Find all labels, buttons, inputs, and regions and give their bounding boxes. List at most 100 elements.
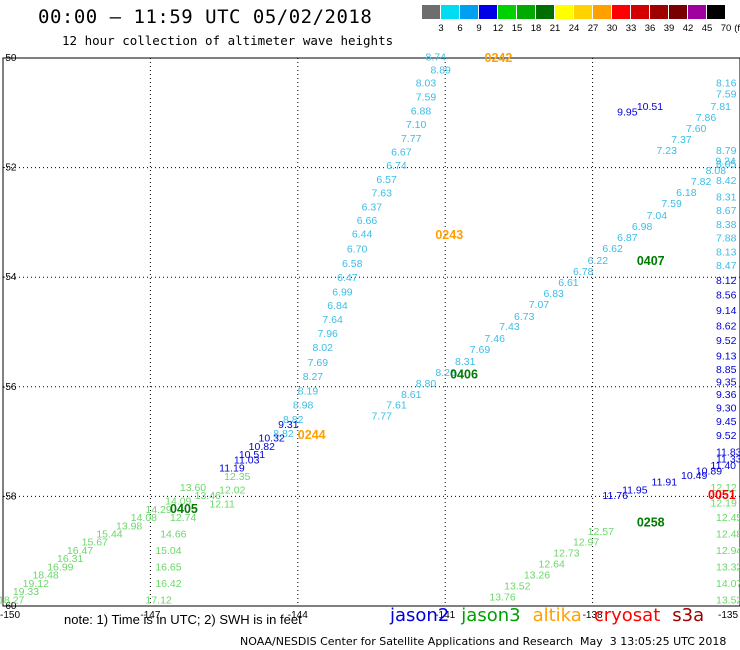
wave-height-value: 14.07 (716, 578, 740, 590)
wave-height-value: 11.33 (716, 453, 740, 465)
color-swatch-label: 27 (587, 23, 599, 34)
wave-height-value: 6.22 (588, 255, 609, 267)
grid-lines (3, 58, 740, 606)
wave-height-points: 8.748.898.037.596.887.107.776.676.746.57… (0, 52, 740, 607)
wave-height-value: 11.40 (711, 460, 737, 472)
wave-height-value: 12.19 (711, 497, 737, 509)
wave-height-value: 10.89 (696, 465, 722, 477)
color-swatch-label: 24 (568, 23, 580, 34)
pass-time-label: 0051 (708, 488, 736, 502)
wave-height-value: 6.74 (386, 160, 407, 172)
color-swatch (479, 5, 497, 19)
wave-height-value: 8.31 (455, 356, 476, 368)
legend-s3a: s3a (672, 605, 705, 626)
wave-height-value: 7.37 (671, 134, 692, 146)
wave-height-value: 8.26 (435, 367, 456, 379)
wave-height-value: 19.12 (23, 578, 49, 590)
units-note: note: 1) Time is in UTC; 2) SWH is in fe… (64, 612, 302, 627)
wave-height-value: 8.38 (716, 219, 737, 231)
color-swatch (631, 5, 649, 19)
wave-height-value: 11.91 (652, 476, 678, 488)
wave-height-value: 14.09 (165, 496, 191, 508)
wave-height-value: 8.19 (298, 385, 319, 397)
wave-height-value: 13.98 (116, 520, 142, 532)
wave-height-value: 9.95 (617, 107, 638, 119)
color-swatch (517, 5, 535, 19)
wave-height-value: 16.31 (57, 553, 83, 565)
wave-height-value: 7.46 (485, 333, 506, 345)
color-swatch (669, 5, 687, 19)
wave-height-value: 7.77 (401, 133, 422, 145)
wave-height-value: 8.05 (716, 159, 737, 171)
longitude-tick-label: -147 (140, 610, 160, 621)
wave-height-value: 13.46 (195, 490, 221, 502)
wave-height-value: 7.86 (696, 112, 717, 124)
wave-height-value: 12.48 (716, 529, 740, 541)
wave-height-value: 8.82 (273, 428, 294, 440)
color-swatch-label: 70 (720, 23, 732, 34)
latitude-tick-label: -52 (2, 163, 17, 174)
pass-time-label: 0242 (485, 51, 513, 65)
wave-height-value: 17.12 (145, 594, 171, 606)
wave-height-value: 8.16 (716, 77, 737, 89)
color-swatch-label: 18 (530, 23, 542, 34)
wave-height-value: 6.98 (632, 221, 653, 233)
color-swatch-label: 9 (476, 23, 482, 34)
wave-height-value: 11.95 (622, 485, 648, 497)
wave-height-value: 16.99 (47, 561, 73, 573)
wave-height-value: 9.13 (716, 350, 737, 362)
wave-height-value: 9.36 (716, 389, 737, 401)
wave-height-value: 9.30 (716, 402, 737, 414)
color-swatch (574, 5, 592, 19)
wave-height-value: 8.98 (293, 400, 314, 412)
wave-height-value: 14.29 (145, 504, 171, 516)
chart-subtitle: 12 hour collection of altimeter wave hei… (62, 33, 394, 48)
wave-height-value: 11.19 (219, 463, 245, 475)
wave-height-value: 13.32 (716, 561, 740, 573)
wave-height-value: 10.32 (258, 433, 284, 445)
latitude-tick-label: -50 (2, 53, 17, 64)
wave-height-value: 6.84 (327, 300, 348, 312)
wave-height-value: 12.73 (553, 548, 579, 560)
wave-height-value: 15.04 (155, 545, 181, 557)
longitude-tick-label: -144 (288, 610, 308, 621)
wave-height-value: 6.62 (602, 243, 623, 255)
wave-height-value: 8.03 (416, 77, 437, 89)
wave-height-value: 12.97 (573, 537, 599, 549)
legend-jason2: jason2 (390, 605, 450, 626)
wave-height-value: 12.02 (219, 485, 245, 497)
wave-height-value: 15.67 (82, 537, 108, 549)
color-swatch (498, 5, 516, 19)
latitude-ticks: -50 -52 -54 -56 -58 -60 (2, 53, 17, 612)
wave-height-value: 7.88 (716, 233, 737, 245)
wave-height-value: 6.37 (362, 201, 383, 213)
wave-height-value: 12.94 (716, 545, 740, 557)
color-swatch (536, 5, 554, 19)
wave-height-value: 7.23 (656, 145, 677, 157)
wave-height-value: 9.14 (716, 305, 737, 317)
color-swatch-label: 33 (625, 23, 637, 34)
wave-height-value: 8.02 (313, 342, 334, 354)
wave-height-value: 6.18 (676, 187, 697, 199)
wave-height-value: 6.70 (347, 244, 368, 256)
wave-height-value: 7.64 (322, 314, 343, 326)
wave-height-value: 13.26 (524, 570, 550, 582)
latitude-tick-label: -58 (2, 491, 17, 502)
wave-height-value: 7.04 (647, 210, 668, 222)
color-swatch (555, 5, 573, 19)
wave-height-value: 7.96 (317, 328, 338, 340)
wave-height-value: 7.43 (499, 321, 520, 333)
pass-time-label: 0405 (170, 502, 198, 516)
wave-height-value: 6.67 (391, 147, 412, 159)
wave-height-value: 13.60 (180, 482, 206, 494)
wave-height-value: 16.47 (67, 545, 93, 557)
color-swatch-label: 15 (511, 23, 523, 34)
wave-height-value: 9.24 (715, 155, 736, 167)
color-swatch (460, 5, 478, 19)
longitude-tick-label: -150 (0, 610, 20, 621)
pass-time-label: 0407 (637, 254, 665, 268)
wave-height-value: 9.31 (278, 419, 299, 431)
wave-height-value: 8.56 (716, 290, 737, 302)
wave-height-value: 10.51 (239, 449, 265, 461)
wave-height-value: 6.87 (617, 232, 638, 244)
